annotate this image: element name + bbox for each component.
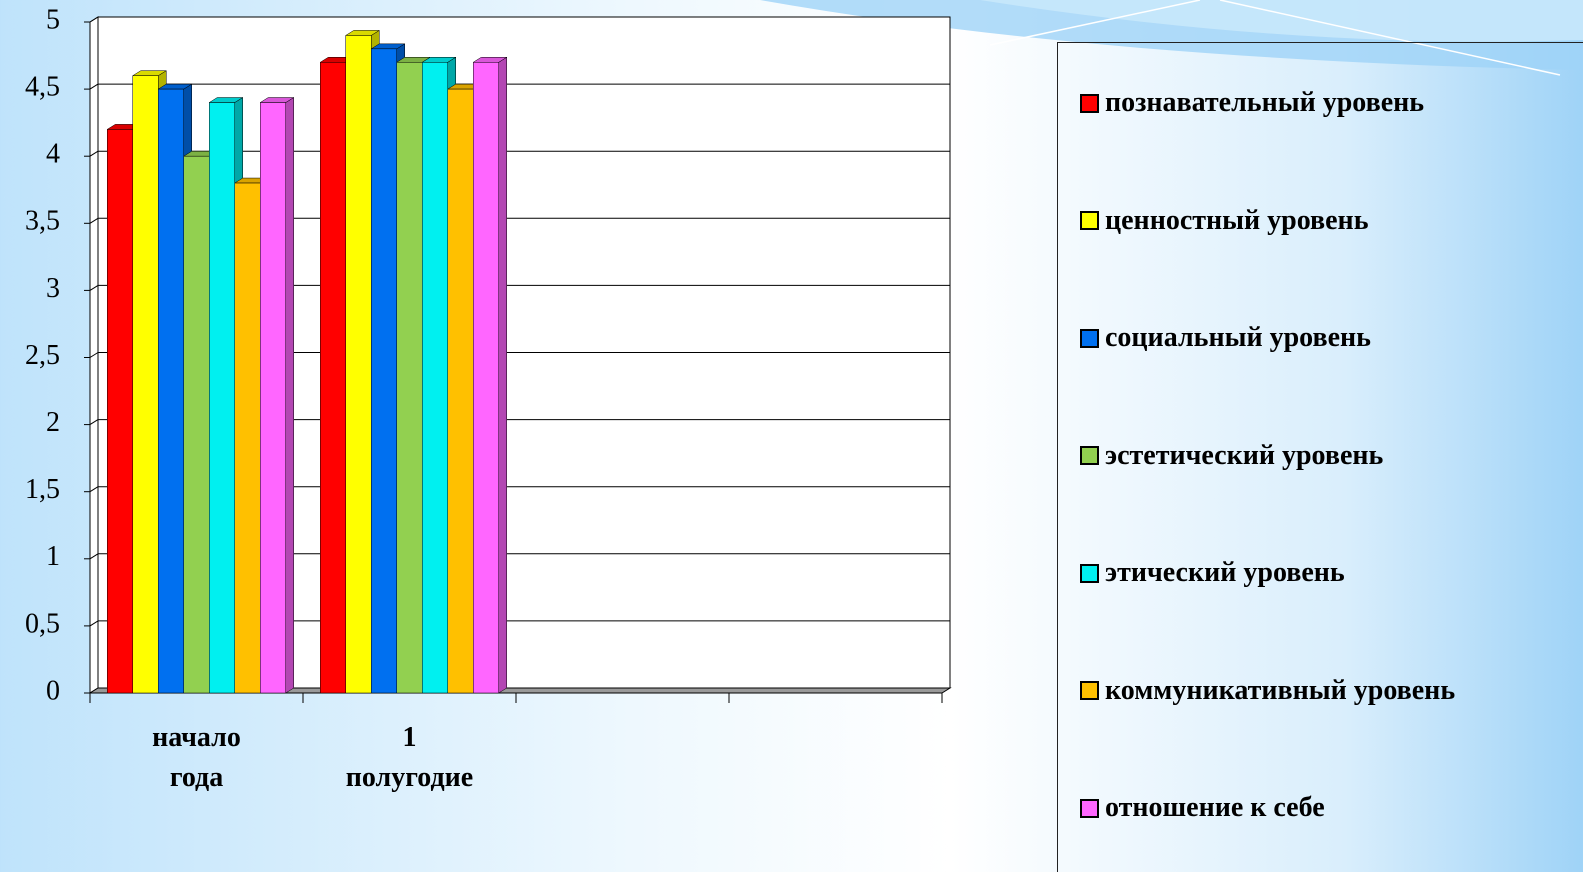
legend-item: социальный уровень — [1080, 322, 1371, 354]
legend-item: коммуникативный уровень — [1080, 675, 1455, 707]
grid-line — [89, 16, 99, 23]
legend-label: этический уровень — [1105, 557, 1345, 588]
bar — [345, 35, 372, 694]
legend-label: отношение к себе — [1105, 792, 1325, 823]
y-tick-label: 4 — [46, 139, 60, 170]
bar-side — [285, 97, 294, 694]
bar — [158, 88, 184, 694]
grid-line — [89, 553, 99, 560]
legend-swatch — [1080, 446, 1099, 465]
bar — [234, 182, 261, 694]
y-tick-label: 3,5 — [25, 206, 60, 237]
y-tick-label: 2 — [46, 407, 60, 438]
bar — [209, 102, 235, 694]
x-tick-label: начало года — [152, 722, 241, 793]
legend-item: эстетический уровень — [1080, 440, 1383, 472]
bar-side — [498, 56, 507, 694]
legend-label: коммуникативный уровень — [1105, 674, 1456, 706]
bar — [422, 62, 448, 694]
y-tick-label: 4,5 — [25, 72, 60, 103]
x-tick-label: 1 полугодие — [345, 722, 474, 793]
bar — [371, 48, 397, 694]
bar — [473, 62, 499, 694]
y-tick-label: 1 — [46, 541, 60, 572]
legend-item: познавательный уровень — [1080, 87, 1424, 119]
decor-line — [989, 0, 1201, 46]
legend-item: этический уровень — [1080, 557, 1345, 589]
bar — [396, 62, 423, 694]
legend-swatch — [1080, 798, 1099, 818]
bar — [183, 155, 210, 694]
legend-swatch — [1080, 328, 1099, 348]
y-tick-label: 2,5 — [25, 340, 60, 371]
bar — [260, 102, 286, 694]
y-tick-label: 5 — [46, 4, 60, 35]
grid-line — [89, 217, 99, 224]
grid-line — [89, 150, 99, 157]
legend-label: социальный уровень — [1105, 322, 1371, 353]
grid-line — [89, 486, 99, 493]
y-tick-label: 1,5 — [25, 474, 60, 505]
bar — [320, 62, 346, 694]
grid-line — [89, 352, 99, 358]
y-tick-label: 0,5 — [25, 608, 60, 639]
legend-swatch — [1080, 93, 1099, 113]
bar — [132, 75, 159, 694]
y-tick-label: 0 — [46, 675, 60, 706]
legend-label: ценностный уровень — [1105, 204, 1369, 236]
grid-line — [89, 83, 99, 90]
grid-line — [89, 419, 99, 426]
decor-wave — [980, 0, 1583, 42]
decor-line — [1219, 0, 1561, 76]
y-tick-label: 3 — [46, 273, 60, 304]
legend-item: ценностный уровень — [1080, 205, 1369, 237]
bar — [107, 129, 133, 694]
legend: познавательный уровень ценностный уровень… — [1057, 42, 1583, 872]
legend-item: отношение к себе — [1080, 792, 1325, 824]
legend-label: познавательный уровень — [1105, 87, 1425, 118]
legend-swatch — [1080, 681, 1099, 700]
legend-label: эстетический уровень — [1105, 439, 1384, 471]
bar — [447, 88, 474, 694]
grid-line — [89, 284, 99, 291]
legend-swatch — [1080, 563, 1099, 583]
grid-line — [89, 620, 99, 627]
legend-swatch — [1080, 211, 1099, 230]
